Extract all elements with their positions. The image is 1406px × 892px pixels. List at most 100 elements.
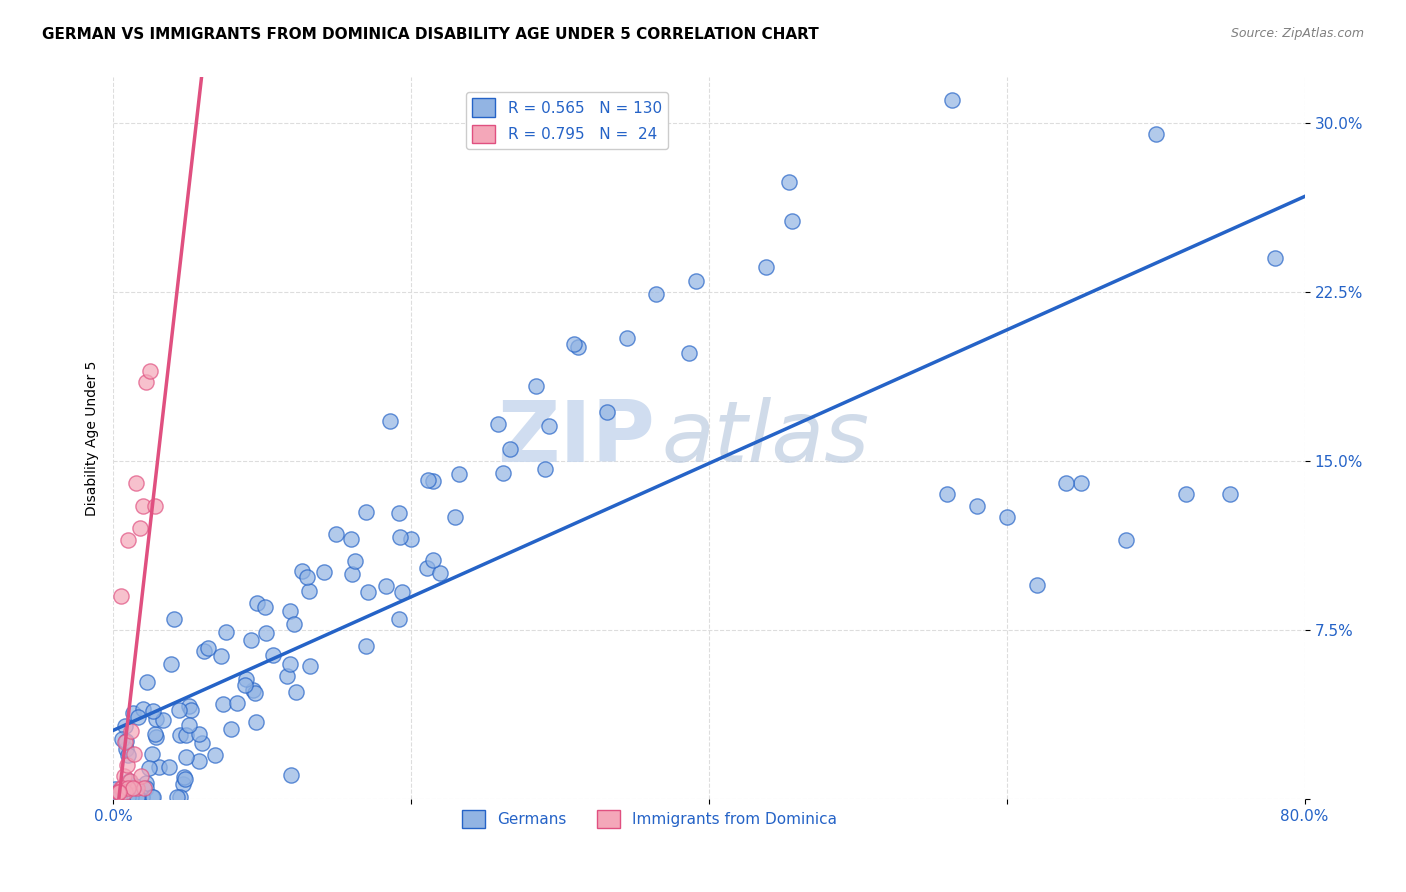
Point — [966, 499, 988, 513]
Point — [524, 379, 547, 393]
Point — [169, 703, 191, 717]
Y-axis label: Disability Age Under 5: Disability Age Under 5 — [86, 360, 100, 516]
Point — [132, 499, 155, 513]
Point — [211, 697, 233, 711]
Point — [107, 785, 129, 799]
Point — [538, 419, 561, 434]
Text: GERMAN VS IMMIGRANTS FROM DOMINICA DISABILITY AGE UNDER 5 CORRELATION CHART: GERMAN VS IMMIGRANTS FROM DOMINICA DISAB… — [42, 27, 818, 42]
Point — [936, 487, 959, 501]
Point — [387, 612, 409, 626]
Point — [374, 579, 396, 593]
Point — [107, 785, 129, 799]
Point — [108, 789, 131, 804]
Point — [120, 789, 142, 804]
Point — [169, 789, 191, 804]
Point — [111, 780, 134, 795]
Point — [491, 467, 513, 481]
Point — [388, 506, 411, 520]
Point — [278, 604, 301, 618]
Point — [678, 346, 700, 360]
Point — [172, 777, 194, 791]
Point — [219, 722, 242, 736]
Point — [115, 734, 138, 748]
Point — [339, 533, 361, 547]
Point — [145, 731, 167, 745]
Point — [135, 375, 157, 389]
Point — [143, 499, 166, 513]
Point — [180, 703, 202, 717]
Point — [124, 476, 146, 491]
Point — [173, 770, 195, 784]
Point — [422, 553, 444, 567]
Point — [197, 640, 219, 655]
Point — [297, 570, 319, 584]
Point — [685, 274, 707, 288]
Point — [534, 462, 557, 476]
Point — [562, 337, 585, 351]
Point — [166, 789, 188, 804]
Point — [174, 728, 197, 742]
Point — [388, 531, 411, 545]
Point — [276, 668, 298, 682]
Point — [125, 780, 148, 795]
Point — [131, 769, 153, 783]
Point — [141, 747, 163, 762]
Point — [245, 714, 267, 729]
Point — [443, 509, 465, 524]
Point — [233, 678, 256, 692]
Point — [105, 789, 128, 804]
Point — [131, 702, 153, 716]
Point — [148, 760, 170, 774]
Point — [1174, 487, 1197, 501]
Point — [778, 175, 800, 189]
Point — [124, 780, 146, 794]
Point — [325, 527, 347, 541]
Point — [298, 584, 321, 599]
Point — [142, 789, 165, 804]
Point — [399, 532, 422, 546]
Point — [1144, 127, 1167, 141]
Point — [115, 742, 138, 756]
Point — [239, 633, 262, 648]
Point — [135, 781, 157, 796]
Point — [449, 467, 471, 482]
Point — [214, 624, 236, 639]
Text: Source: ZipAtlas.com: Source: ZipAtlas.com — [1230, 27, 1364, 40]
Point — [246, 596, 269, 610]
Text: atlas: atlas — [661, 397, 869, 480]
Point — [108, 785, 131, 799]
Point — [995, 510, 1018, 524]
Point — [114, 735, 136, 749]
Point — [755, 260, 778, 275]
Point — [209, 648, 232, 663]
Point — [226, 696, 249, 710]
Point — [280, 768, 302, 782]
Point — [235, 673, 257, 687]
Point — [645, 286, 668, 301]
Point — [111, 789, 134, 804]
Point — [134, 780, 156, 795]
Point — [122, 747, 145, 761]
Point — [291, 564, 314, 578]
Point — [596, 405, 619, 419]
Point — [120, 724, 142, 739]
Point — [112, 769, 135, 783]
Point — [391, 585, 413, 599]
Point — [117, 789, 139, 804]
Point — [121, 780, 143, 795]
Point — [340, 566, 363, 581]
Point — [354, 505, 377, 519]
Point — [114, 785, 136, 799]
Point — [174, 772, 197, 786]
Point — [190, 736, 212, 750]
Point — [567, 340, 589, 354]
Point — [110, 589, 132, 603]
Point — [179, 718, 201, 732]
Point — [163, 612, 186, 626]
Point — [278, 657, 301, 671]
Point — [139, 363, 162, 377]
Point — [285, 685, 308, 699]
Point — [429, 566, 451, 581]
Point — [117, 748, 139, 763]
Point — [1264, 251, 1286, 265]
